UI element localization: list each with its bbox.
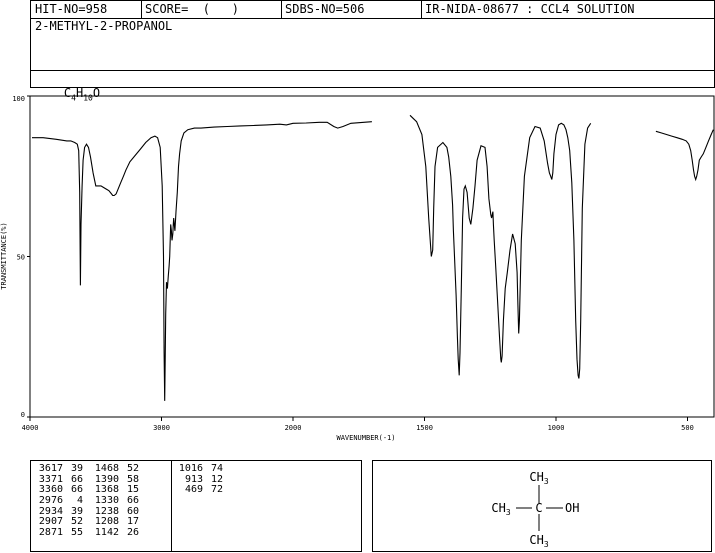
peak-transmittance: 52 <box>126 463 139 474</box>
header-separator <box>31 70 715 71</box>
peak-transmittance: 12 <box>210 473 223 485</box>
x-tick-label: 4000 <box>22 424 39 432</box>
y-axis-label: TRANSMITTANCE(%) <box>0 222 8 289</box>
x-tick-label: 500 <box>681 424 694 432</box>
peak-row: 1208 17 <box>89 517 139 528</box>
peak-row: 3617 39 <box>33 463 83 475</box>
peak-row: 1016 74 <box>173 463 223 475</box>
peak-table: 3617 39 3371 66 3360 66 2976 4 2934 39 2907 52 2871 5… <box>30 460 362 552</box>
peak-wavenumber: 2871 <box>38 527 63 539</box>
peak-row: 1468 52 <box>89 463 139 475</box>
peak-transmittance: 39 <box>70 505 83 517</box>
peak-column: 3617 39 3371 66 3360 66 2976 4 2934 39 2907 52 2871 5… <box>33 463 83 539</box>
peak-wavenumber: 1368 <box>94 484 119 496</box>
peak-transmittance: 66 <box>70 473 83 485</box>
hit-number: HIT-NO=958 <box>35 2 108 16</box>
peak-wavenumber: 3617 <box>38 463 63 474</box>
peak-transmittance: 58 <box>126 473 139 485</box>
score: SCORE= ( ) <box>145 2 239 16</box>
formula-c: C <box>63 86 72 100</box>
y-tick-label: 100 <box>12 95 25 103</box>
molecular-formula: C4H10O <box>35 72 100 116</box>
methyl-bottom: CH3 <box>529 533 548 549</box>
peak-column-divider <box>171 461 172 551</box>
peak-wavenumber: 1142 <box>94 527 119 539</box>
header-divider <box>421 1 422 18</box>
peak-transmittance: 17 <box>126 516 139 528</box>
peak-column: 1468 52 1390 58 1368 15 1330 66 1238 60 1208 17 1142… <box>89 463 139 539</box>
peak-row: 1142 26 <box>89 527 139 539</box>
peak-transmittance: 66 <box>70 484 83 496</box>
x-axis-label: WAVENUMBER(-1) <box>336 434 395 442</box>
peak-row: 1390 58 <box>89 473 139 486</box>
x-tick-label: 1000 <box>548 424 565 432</box>
formula-h-count: 10 <box>83 93 93 103</box>
spectrum-segment <box>32 121 372 401</box>
x-axis-ticks: 4000 3000 2000 1500 1000 500 <box>22 417 694 432</box>
sdbs-number: SDBS-NO=506 <box>285 2 365 16</box>
peak-row: 3371 66 <box>33 473 83 486</box>
peak-wavenumber: 469 <box>184 484 203 496</box>
peak-column: 1016 74 913 12 469 72 <box>173 463 223 496</box>
peak-transmittance: 74 <box>210 463 223 474</box>
peak-wavenumber: 1330 <box>94 495 119 507</box>
peak-row: 469 72 <box>173 485 223 496</box>
x-tick-label: 3000 <box>153 424 170 432</box>
peak-wavenumber: 2934 <box>38 505 63 517</box>
methyl-left: CH3 <box>491 501 510 517</box>
peak-transmittance: 4 <box>76 495 83 507</box>
spectrum-lines <box>32 114 714 401</box>
plot-frame <box>29 95 715 418</box>
peak-row: 2907 52 <box>33 517 83 528</box>
peak-transmittance: 66 <box>126 495 139 507</box>
peak-row: 2934 39 <box>33 505 83 518</box>
formula-c-count: 4 <box>71 93 76 103</box>
structure-diagram: CH3 CH3 C OH CH3 <box>491 470 579 549</box>
formula-o: O <box>92 86 101 100</box>
peak-wavenumber: 1016 <box>178 463 203 474</box>
peak-transmittance: 60 <box>126 505 139 517</box>
x-tick-label: 2000 <box>285 424 302 432</box>
peak-transmittance: 55 <box>70 527 83 539</box>
y-axis-ticks: 100 50 0 <box>12 95 30 419</box>
peak-wavenumber: 1468 <box>94 463 119 474</box>
peak-row: 1330 66 <box>89 495 139 507</box>
peak-transmittance: 72 <box>210 484 223 496</box>
peak-transmittance: 26 <box>126 527 139 539</box>
peak-row: 1368 15 <box>89 485 139 496</box>
peak-wavenumber: 2976 <box>38 495 63 507</box>
central-carbon: C <box>535 501 542 515</box>
x-tick-label: 1500 <box>416 424 433 432</box>
peak-wavenumber: 1390 <box>94 473 119 485</box>
peak-transmittance: 39 <box>70 463 83 474</box>
header-separator <box>31 18 715 19</box>
peak-row: 2871 55 <box>33 527 83 539</box>
peak-wavenumber: 913 <box>184 473 203 485</box>
header-panel: HIT-NO=958 SCORE= ( ) SDBS-NO=506 IR-NID… <box>30 0 715 102</box>
peak-wavenumber: 1208 <box>94 516 119 528</box>
peak-wavenumber: 3360 <box>38 484 63 496</box>
spectrum-segment <box>409 114 592 379</box>
peak-row: 1238 60 <box>89 505 139 518</box>
hydroxyl-group: OH <box>565 501 579 515</box>
spectrum-segment <box>655 129 714 182</box>
peak-wavenumber: 2907 <box>38 516 63 528</box>
methyl-top: CH3 <box>529 470 548 486</box>
peak-row: 3360 66 <box>33 485 83 496</box>
structure-panel: CH3 CH3 C OH CH3 <box>372 460 712 552</box>
peak-transmittance: 52 <box>70 516 83 528</box>
ir-info: IR-NIDA-08677 : CCL4 SOLUTION <box>425 2 635 16</box>
header-divider <box>141 1 142 18</box>
header-divider <box>281 1 282 18</box>
y-tick-label: 0 <box>21 411 25 419</box>
peak-row: 913 12 <box>173 473 223 486</box>
formula-h: H <box>75 86 84 100</box>
peak-row: 2976 4 <box>33 495 83 507</box>
compound-name: 2-METHYL-2-PROPANOL <box>35 19 173 33</box>
y-tick-label: 50 <box>17 254 25 262</box>
peak-transmittance: 15 <box>126 484 139 496</box>
peak-wavenumber: 3371 <box>38 473 63 485</box>
peak-wavenumber: 1238 <box>94 505 119 517</box>
